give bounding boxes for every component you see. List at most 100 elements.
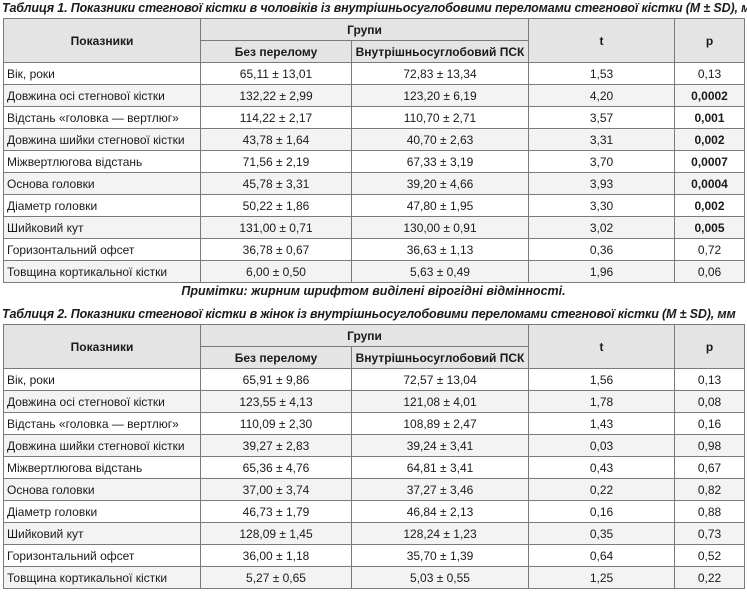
row-parameter-name: Довжина шийки стегнової кістки	[3, 434, 201, 457]
header-parameters: Показники	[3, 324, 201, 369]
header-p: p	[674, 324, 746, 369]
row-p-value: 0,06	[674, 260, 746, 283]
row-parameter-name: Вік, роки	[3, 368, 201, 391]
row-value-intraarticular: 130,00 ± 0,91	[350, 216, 530, 239]
row-p-value: 0,002	[674, 194, 746, 217]
row-value-intraarticular: 47,80 ± 1,95	[350, 194, 530, 217]
row-p-value: 0,0002	[674, 84, 746, 107]
row-parameter-name: Горизонтальний офсет	[3, 238, 201, 261]
row-p-value: 0,002	[674, 128, 746, 151]
table-row: Міжвертлюгова відстань 71,56 ± 2,19 67,33 …	[3, 150, 746, 173]
row-parameter-name: Довжина осі стегнової кістки	[3, 390, 201, 413]
row-parameter-name: Вік, роки	[3, 62, 201, 85]
row-p-value: 0,0007	[674, 150, 746, 173]
row-p-value: 0,88	[674, 500, 746, 523]
table-row: Вік, роки 65,11 ± 13,01 72,83 ± 13,34 1,53 0…	[3, 62, 746, 85]
table-row: Довжина шийки стегнової кістки 43,78 ± 1,…	[3, 128, 746, 151]
header-group-no-fracture: Без перелому	[200, 40, 352, 63]
row-value-intraarticular: 39,20 ± 4,66	[350, 172, 530, 195]
row-t-value: 0,03	[528, 434, 676, 457]
row-t-value: 1,56	[528, 368, 676, 391]
row-t-value: 0,16	[528, 500, 676, 523]
table-row: Горизонтальний офсет 36,00 ± 1,18 35,70 ± …	[3, 544, 746, 567]
header-parameters: Показники	[3, 18, 201, 63]
row-p-value: 0,22	[674, 566, 746, 589]
row-t-value: 0,22	[528, 478, 676, 501]
table-row: Діаметр головки 50,22 ± 1,86 47,80 ± 1,95 3…	[3, 194, 746, 217]
row-t-value: 1,78	[528, 390, 676, 413]
row-t-value: 1,53	[528, 62, 676, 85]
row-parameter-name: Довжина осі стегнової кістки	[3, 84, 201, 107]
row-value-intraarticular: 37,27 ± 3,46	[350, 478, 530, 501]
row-value-no-fracture: 39,27 ± 2,83	[200, 434, 352, 457]
row-parameter-name: Основа головки	[3, 172, 201, 195]
row-value-intraarticular: 5,03 ± 0,55	[350, 566, 530, 589]
row-parameter-name: Шийковий кут	[3, 522, 201, 545]
table-row: Горизонтальний офсет 36,78 ± 0,67 36,63 ± …	[3, 238, 746, 261]
row-p-value: 0,0004	[674, 172, 746, 195]
row-parameter-name: Товщина кортикальної кістки	[3, 566, 201, 589]
row-value-no-fracture: 110,09 ± 2,30	[200, 412, 352, 435]
row-p-value: 0,67	[674, 456, 746, 479]
row-value-intraarticular: 123,20 ± 6,19	[350, 84, 530, 107]
row-p-value: 0,08	[674, 390, 746, 413]
row-value-no-fracture: 114,22 ± 2,17	[200, 106, 352, 129]
row-p-value: 0,13	[674, 62, 746, 85]
row-t-value: 1,43	[528, 412, 676, 435]
row-value-intraarticular: 5,63 ± 0,49	[350, 260, 530, 283]
row-t-value: 3,93	[528, 172, 676, 195]
row-value-no-fracture: 50,22 ± 1,86	[200, 194, 352, 217]
row-t-value: 0,35	[528, 522, 676, 545]
row-value-no-fracture: 71,56 ± 2,19	[200, 150, 352, 173]
row-p-value: 0,001	[674, 106, 746, 129]
row-value-no-fracture: 131,00 ± 0,71	[200, 216, 352, 239]
header-t: t	[528, 18, 676, 63]
row-p-value: 0,73	[674, 522, 746, 545]
row-parameter-name: Діаметр головки	[3, 500, 201, 523]
row-value-no-fracture: 37,00 ± 3,74	[200, 478, 352, 501]
row-t-value: 0,36	[528, 238, 676, 261]
table-row: Відстань «головка — вертлюг» 110,09 ± 2,3…	[3, 412, 746, 435]
row-t-value: 3,31	[528, 128, 676, 151]
table2: Показники Групи t p Без перелому Внутріш…	[3, 324, 746, 589]
table2-body: Вік, роки 65,91 ± 9,86 72,57 ± 13,04 1,56 0,…	[3, 368, 746, 589]
row-value-no-fracture: 65,36 ± 4,76	[200, 456, 352, 479]
header-p: p	[674, 18, 746, 63]
row-parameter-name: Діаметр головки	[3, 194, 201, 217]
table-row: Відстань «головка — вертлюг» 114,22 ± 2,1…	[3, 106, 746, 129]
header-group-no-fracture: Без перелому	[200, 346, 352, 369]
row-p-value: 0,72	[674, 238, 746, 261]
table-row: Довжина шийки стегнової кістки 39,27 ± 2,…	[3, 434, 746, 457]
table1-note: Примітки: жирним шрифтом виділені вірогі…	[181, 284, 566, 298]
row-value-intraarticular: 39,24 ± 3,41	[350, 434, 530, 457]
row-value-no-fracture: 132,22 ± 2,99	[200, 84, 352, 107]
row-value-intraarticular: 36,63 ± 1,13	[350, 238, 530, 261]
table-row: Шийковий кут 128,09 ± 1,45 128,24 ± 1,23 0,…	[3, 522, 746, 545]
row-value-intraarticular: 72,57 ± 13,04	[350, 368, 530, 391]
table-row: Довжина осі стегнової кістки 123,55 ± 4,1…	[3, 390, 746, 413]
row-p-value: 0,005	[674, 216, 746, 239]
row-t-value: 3,02	[528, 216, 676, 239]
row-value-intraarticular: 67,33 ± 3,19	[350, 150, 530, 173]
row-value-intraarticular: 35,70 ± 1,39	[350, 544, 530, 567]
row-p-value: 0,13	[674, 368, 746, 391]
table-row: Товщина кортикальної кістки 6,00 ± 0,50 5,…	[3, 260, 746, 283]
row-value-intraarticular: 108,89 ± 2,47	[350, 412, 530, 435]
row-value-no-fracture: 5,27 ± 0,65	[200, 566, 352, 589]
row-t-value: 3,70	[528, 150, 676, 173]
row-parameter-name: Довжина шийки стегнової кістки	[3, 128, 201, 151]
row-p-value: 0,98	[674, 434, 746, 457]
header-group-intraarticular: Внутрішньосуглобовий ПСК	[350, 40, 530, 63]
row-t-value: 0,43	[528, 456, 676, 479]
row-value-intraarticular: 40,70 ± 2,63	[350, 128, 530, 151]
row-t-value: 1,25	[528, 566, 676, 589]
row-parameter-name: Основа головки	[3, 478, 201, 501]
row-t-value: 1,96	[528, 260, 676, 283]
header-group-intraarticular: Внутрішньосуглобовий ПСК	[350, 346, 530, 369]
row-parameter-name: Відстань «головка — вертлюг»	[3, 106, 201, 129]
row-parameter-name: Міжвертлюгова відстань	[3, 150, 201, 173]
table-row: Вік, роки 65,91 ± 9,86 72,57 ± 13,04 1,56 0,…	[3, 368, 746, 391]
header-t: t	[528, 324, 676, 369]
row-parameter-name: Відстань «головка — вертлюг»	[3, 412, 201, 435]
row-p-value: 0,82	[674, 478, 746, 501]
